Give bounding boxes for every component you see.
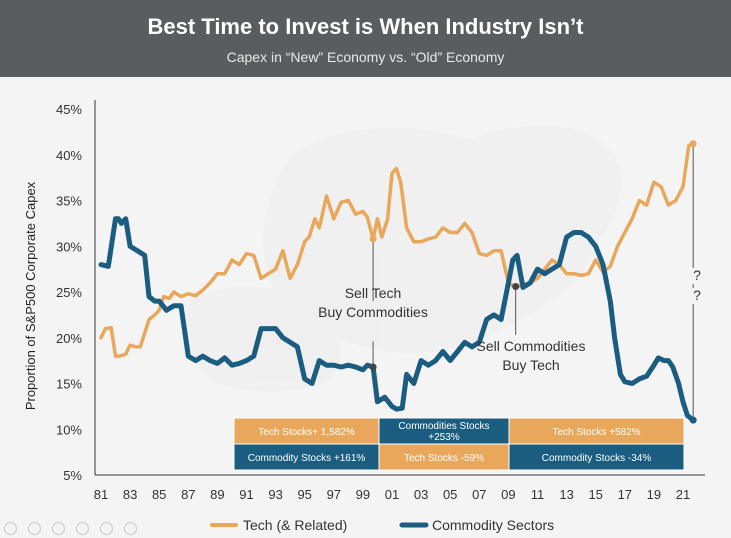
question-mark: ?: [693, 267, 701, 283]
x-tick-label: 01: [385, 487, 399, 502]
table-cell: [233, 443, 380, 471]
x-tick-label: 09: [501, 487, 515, 502]
annotation-text: Buy Commodities: [318, 304, 428, 320]
x-tick-label: 95: [297, 487, 311, 502]
x-tick-label: 87: [181, 487, 195, 502]
table-cell-text: Tech Stocks +582%: [552, 427, 640, 438]
y-tick-label: 5%: [63, 468, 82, 483]
y-tick-label: 20%: [56, 331, 82, 346]
x-tick-label: 19: [647, 487, 661, 502]
video-player-controls: [0, 518, 170, 538]
previous-icon[interactable]: [4, 522, 17, 535]
page-subtitle: Capex in “New” Economy vs. “Old” Economy: [226, 49, 505, 65]
x-tick-label: 93: [268, 487, 282, 502]
x-tick-label: 07: [472, 487, 486, 502]
y-tick-label: 40%: [56, 148, 82, 163]
table-cell-text: Commodities Stocks +253%: [398, 421, 489, 443]
x-tick-label: 85: [152, 487, 166, 502]
commodity-series-line: [98, 216, 696, 423]
legend-commodity-label: Commodity Sectors: [432, 517, 554, 533]
tech-series-line: [99, 142, 695, 358]
x-tick-label: 83: [123, 487, 137, 502]
x-tick-label: 97: [327, 487, 341, 502]
y-tick-label: 35%: [56, 194, 82, 209]
header-bar: [0, 0, 731, 77]
x-tick-label: 91: [239, 487, 253, 502]
annotation-dot: [689, 140, 697, 148]
x-tick-label: 89: [210, 487, 224, 502]
table-cell-text: Tech Stocks+ 1,582%: [258, 427, 355, 438]
question-mark-bg: [690, 268, 704, 284]
y-tick-label: 30%: [56, 239, 82, 254]
x-tick-label: 11: [531, 487, 545, 502]
play-icon[interactable]: [28, 522, 41, 535]
legend: Tech (& Related) Commodity Sectors: [210, 517, 554, 533]
screen-icon[interactable]: [100, 522, 113, 535]
page-title: Best Time to Invest is When Industry Isn…: [147, 14, 584, 39]
x-tick-label: 17: [618, 487, 632, 502]
more-icon[interactable]: [124, 522, 137, 535]
legend-tech-label: Tech (& Related): [243, 517, 347, 533]
annotation-dot: [689, 416, 697, 424]
x-tick-label: 99: [356, 487, 370, 502]
y-axis-label: Proportion of S&P500 Corporate Capex: [23, 181, 38, 410]
annotation-dot: [369, 363, 377, 371]
annotation-text: Sell Commodities: [477, 338, 586, 354]
y-tick-label: 15%: [56, 377, 82, 392]
annotation-dot: [512, 283, 520, 291]
x-tick-label: 13: [559, 487, 573, 502]
y-tick-label: 10%: [56, 422, 82, 437]
x-tick-label: 21: [676, 487, 690, 502]
table-cell: [378, 417, 510, 445]
x-tick-label: 81: [94, 487, 108, 502]
question-mark: ?: [693, 287, 701, 303]
y-tick-label: 45%: [56, 102, 82, 117]
x-tick-label: 05: [443, 487, 457, 502]
copy-icon[interactable]: [76, 522, 89, 535]
y-tick-label: 25%: [56, 285, 82, 300]
table-cell-text: Commodity Stocks +161%: [248, 453, 366, 464]
edit-icon[interactable]: [52, 522, 65, 535]
x-tick-label: 15: [588, 487, 602, 502]
table-cell-text: Tech Stocks -59%: [404, 453, 484, 464]
table-cell: [508, 443, 685, 471]
x-tick-label: 03: [414, 487, 428, 502]
table-cell-text: Commodity Stocks -34%: [542, 453, 652, 464]
annotation-dot: [369, 235, 377, 243]
annotation-text: Buy Tech: [502, 357, 559, 373]
question-mark-bg: [690, 288, 704, 304]
annotation-text: Sell Tech: [345, 285, 402, 301]
